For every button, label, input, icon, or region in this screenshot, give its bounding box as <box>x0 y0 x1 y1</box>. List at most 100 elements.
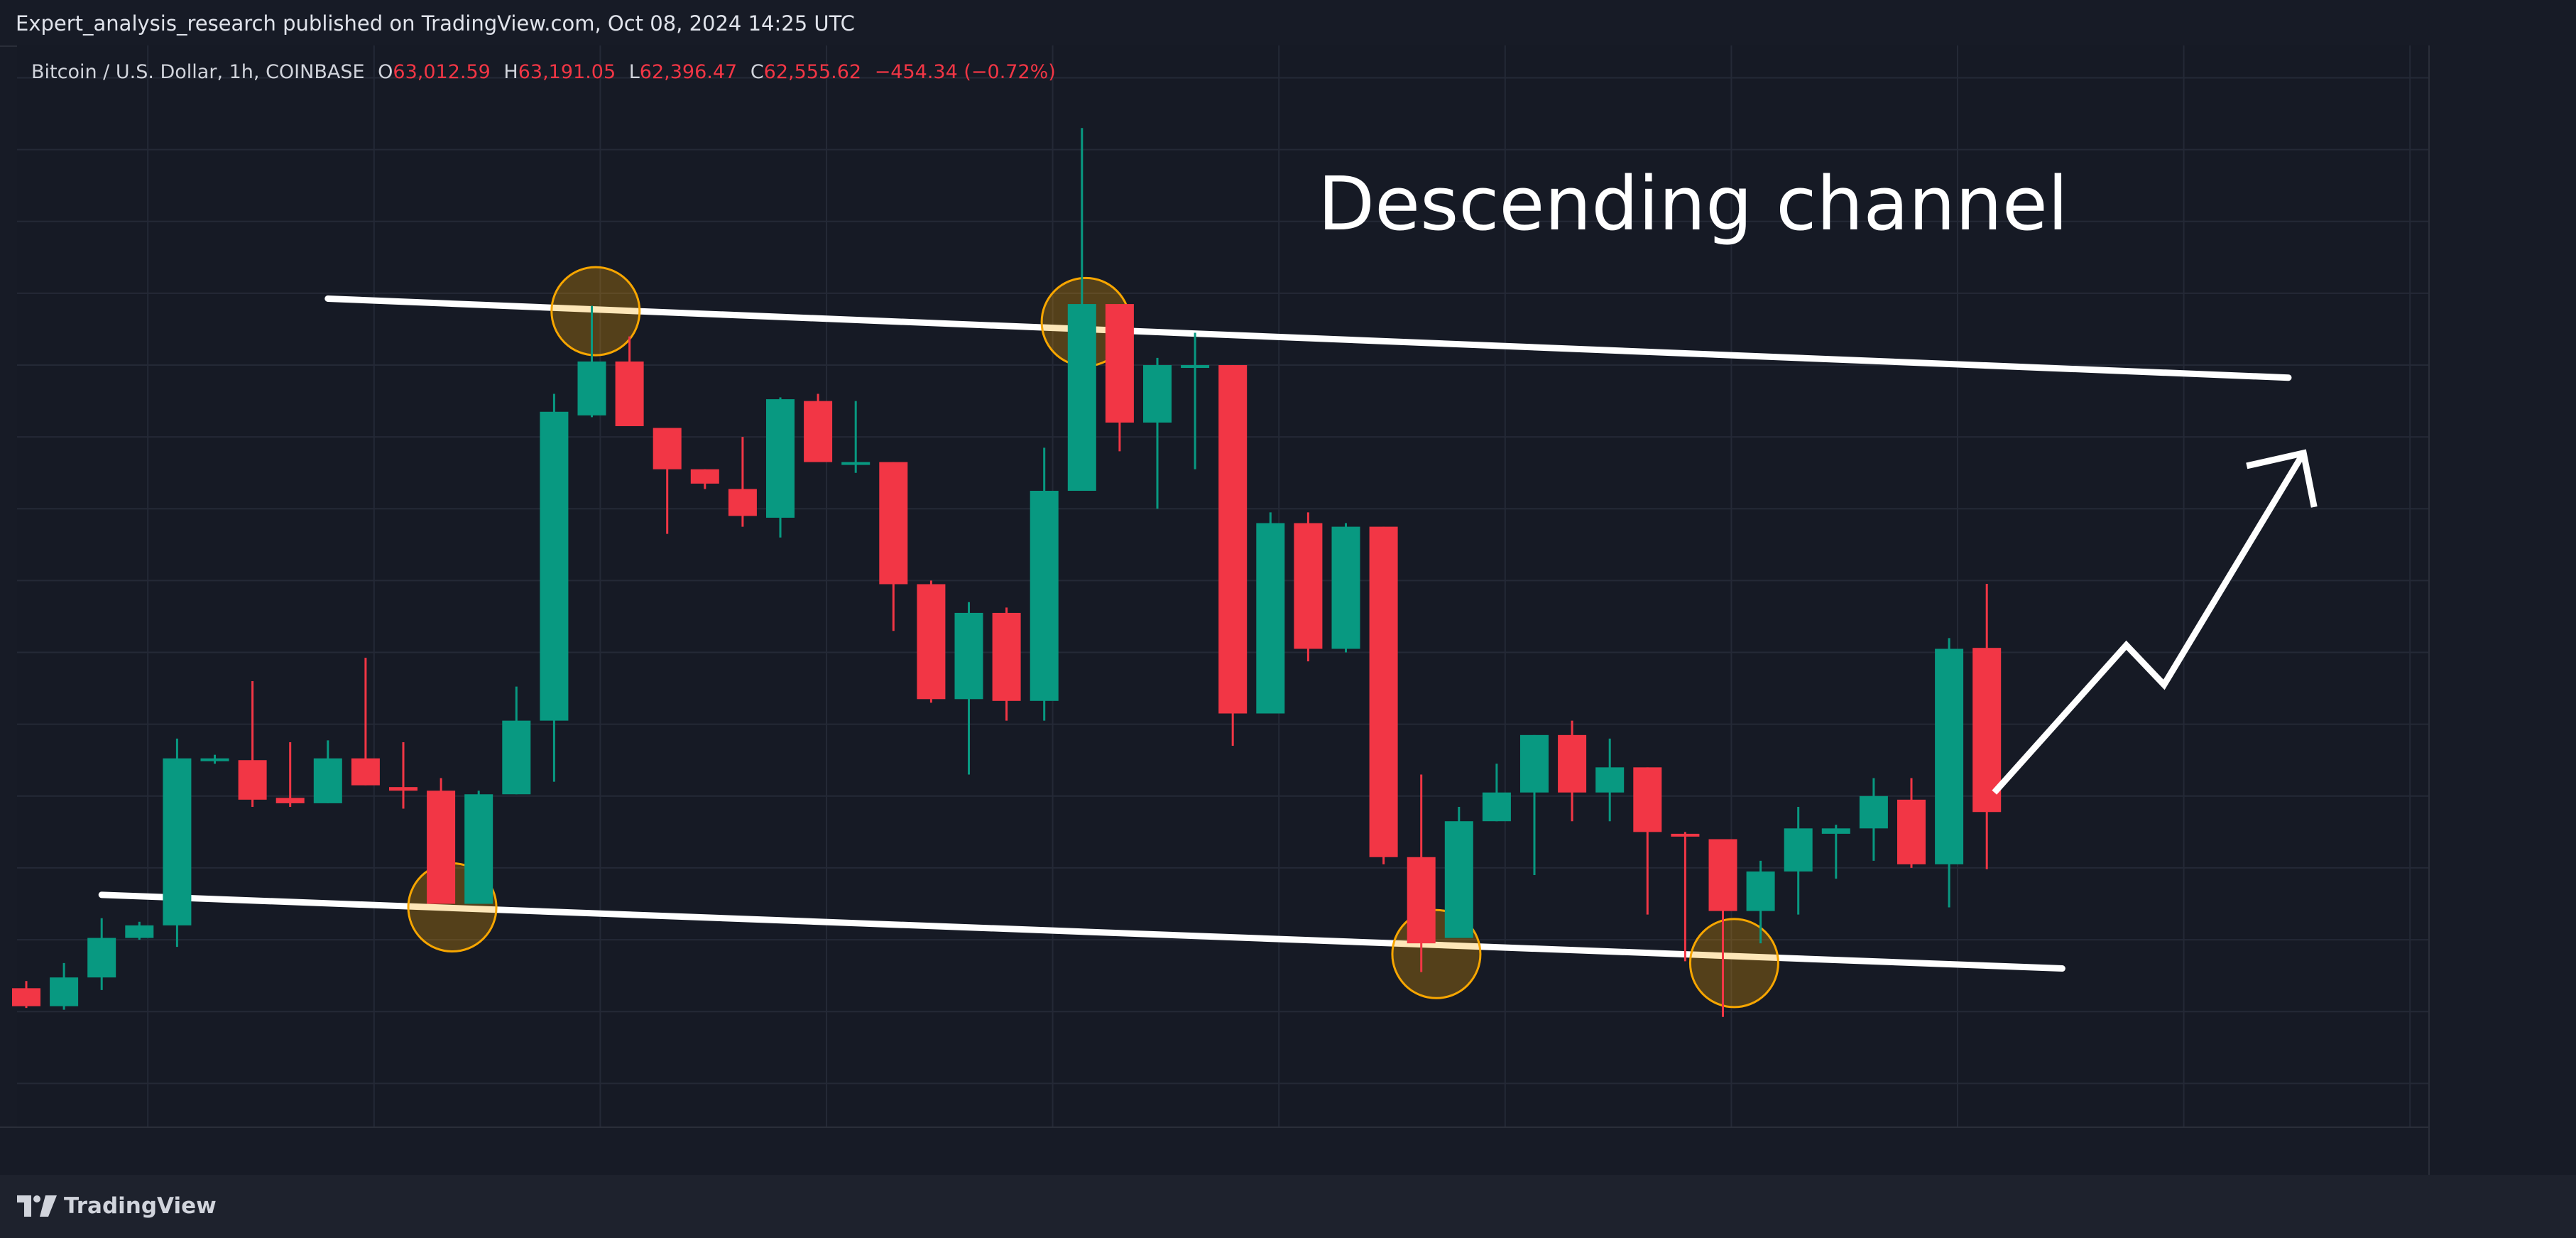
publish-info: Expert_analysis_research published on Tr… <box>16 11 855 36</box>
tradingview-brand[interactable]: TradingView <box>17 1190 217 1222</box>
candle-body <box>540 411 569 721</box>
candle-body <box>427 791 456 904</box>
candle <box>1897 778 1926 868</box>
publish-header: Expert_analysis_research published on Tr… <box>0 0 2576 47</box>
candle <box>1935 638 1964 908</box>
candle <box>1520 734 1549 876</box>
candle <box>1067 128 1096 492</box>
candle-body <box>1708 839 1737 911</box>
candle <box>87 918 116 990</box>
candle <box>1595 738 1625 822</box>
candle <box>577 305 606 418</box>
candle <box>1633 767 1662 915</box>
candle-body <box>1181 365 1210 369</box>
candle <box>1746 860 1775 944</box>
candle-body <box>879 462 908 585</box>
candle <box>841 401 871 473</box>
symbol-name: Bitcoin / U.S. Dollar, 1h, COINBASE <box>31 61 365 83</box>
candle <box>1821 825 1850 879</box>
candle <box>728 437 757 527</box>
candle <box>238 680 267 807</box>
candle-body <box>1256 523 1285 714</box>
candle <box>804 393 833 462</box>
candle <box>1859 778 1888 861</box>
candle <box>1294 512 1323 662</box>
candle <box>766 397 795 538</box>
open-label: O <box>378 61 393 83</box>
touch-highlight-circle <box>1688 918 1779 1009</box>
candle-body <box>1784 828 1813 872</box>
candle <box>313 740 342 803</box>
candle <box>879 462 908 631</box>
candle-body <box>87 938 116 978</box>
candle-body <box>917 584 946 700</box>
candle-body <box>1859 796 1888 829</box>
candle-body <box>1671 833 1700 837</box>
candle <box>954 602 983 775</box>
candle-body <box>1444 821 1473 938</box>
candle-body <box>653 428 682 469</box>
candle <box>1784 806 1813 915</box>
candle <box>1671 832 1700 962</box>
candle <box>1482 764 1511 822</box>
candle <box>1030 447 1059 721</box>
candle-body <box>728 489 757 516</box>
candle-body <box>1407 857 1436 944</box>
close-label: C <box>750 61 764 83</box>
candle <box>1181 332 1210 469</box>
candle <box>1331 523 1360 653</box>
candle-body <box>389 787 417 791</box>
candle <box>1407 774 1436 972</box>
candle-body <box>1105 304 1134 423</box>
candle <box>50 962 79 1010</box>
candle-body <box>163 758 192 925</box>
candle-body <box>1520 734 1549 793</box>
candle <box>351 658 380 786</box>
candle <box>690 469 719 489</box>
candle-body <box>238 760 267 800</box>
candle <box>12 981 40 1009</box>
candle-body <box>615 361 644 426</box>
channel-lines <box>98 295 2292 972</box>
candle <box>1708 839 1737 1017</box>
candle-body <box>1595 767 1625 793</box>
candle-body <box>690 469 719 484</box>
channel-annotation: Descending channel <box>1318 161 2068 247</box>
grid: 61,800.0062,000.0062,200.0062,400.0062,6… <box>17 45 2556 1163</box>
tradingview-logo-icon <box>17 1195 57 1217</box>
candle-body <box>50 977 79 1006</box>
projection-path <box>1992 449 2318 795</box>
candle-body <box>992 612 1021 701</box>
candle-body <box>313 758 342 803</box>
high-value: 63,191.05 <box>518 61 616 83</box>
candle-body <box>766 399 795 518</box>
candle <box>502 686 531 795</box>
candle <box>1218 365 1248 746</box>
footer-bar: TradingView <box>0 1175 2576 1238</box>
brand-name: TradingView <box>64 1193 217 1219</box>
candle <box>464 791 493 904</box>
candle <box>917 580 946 703</box>
candles <box>12 128 2002 1017</box>
time-axis[interactable] <box>0 1126 2428 1176</box>
candle-body <box>577 361 606 416</box>
candle <box>1558 720 1587 822</box>
candle <box>427 778 456 904</box>
candle-body <box>1633 767 1662 832</box>
candle-body <box>200 758 229 761</box>
symbol-legend: Bitcoin / U.S. Dollar, 1h, COINBASE O 63,… <box>31 61 1056 83</box>
projection-zigzag <box>1992 451 2307 795</box>
candle-body <box>1030 491 1059 701</box>
close-value: 62,555.62 <box>763 61 862 83</box>
low-value: 62,396.47 <box>639 61 738 83</box>
candle <box>389 742 417 809</box>
candle <box>1369 526 1398 864</box>
channel-lower-line <box>98 891 2065 972</box>
candle <box>125 921 154 940</box>
candle-body <box>954 612 983 700</box>
candle <box>1972 583 2002 869</box>
price-axis[interactable] <box>2428 45 2576 1175</box>
candle-body <box>1143 365 1172 423</box>
candle <box>540 393 569 782</box>
